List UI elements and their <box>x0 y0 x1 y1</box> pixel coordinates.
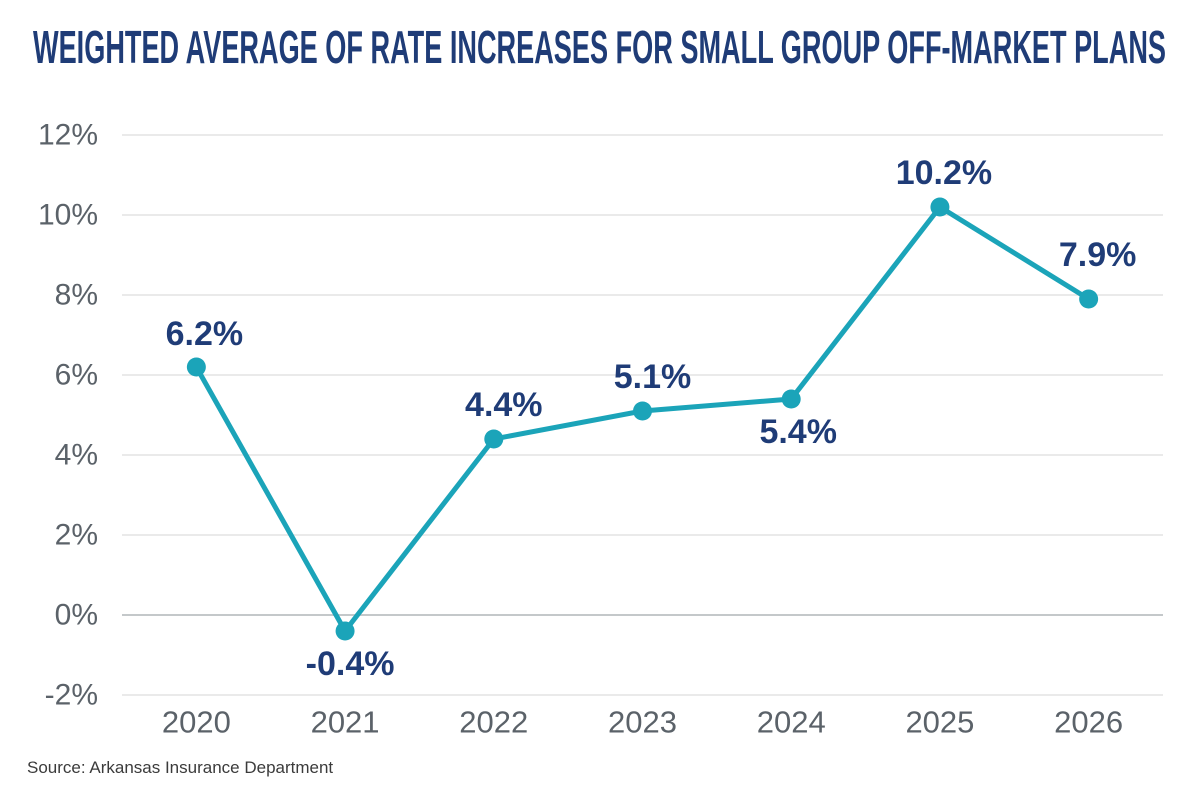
series-line-group <box>186 197 1099 641</box>
y-axis-label: 12% <box>38 119 98 152</box>
chart-title: WEIGHTED AVERAGE OF RATE INCREASES FOR S… <box>33 21 1166 73</box>
data-point <box>484 429 504 449</box>
y-axis-label: -2% <box>45 679 98 712</box>
x-axis-label: 2025 <box>905 705 974 740</box>
data-point <box>1079 289 1099 309</box>
gridlines <box>122 134 1163 696</box>
data-point <box>186 357 206 377</box>
data-point <box>930 197 950 217</box>
x-axis-label: 2021 <box>311 705 380 740</box>
y-axis-label: 6% <box>55 359 98 392</box>
source-caption: Source: Arkansas Insurance Department <box>27 758 334 777</box>
y-axis-label: 4% <box>55 439 98 472</box>
data-point-label: 4.4% <box>465 386 543 424</box>
data-point <box>781 389 801 409</box>
x-axis-label: 2026 <box>1054 705 1123 740</box>
data-point-label: 5.4% <box>759 413 837 451</box>
data-point-labels: 6.2% -0.4% 4.4% 5.1% 5.4% 10.2% 7.9% <box>166 154 1137 683</box>
data-point-label: 10.2% <box>896 154 992 192</box>
data-point-label: -0.4% <box>306 645 395 683</box>
y-axis-label: 10% <box>38 199 98 232</box>
data-point-label: 7.9% <box>1059 236 1137 274</box>
x-axis-tick-labels: 2020 2021 2022 2023 2024 2025 2026 <box>162 705 1123 740</box>
y-axis-label: 0% <box>55 599 98 632</box>
y-axis-tick-labels: 12% 10% 8% 6% 4% 2% 0% -2% <box>38 119 98 712</box>
x-axis-label: 2024 <box>757 705 826 740</box>
x-axis-label: 2023 <box>608 705 677 740</box>
y-axis-label: 2% <box>55 519 98 552</box>
x-axis-label: 2020 <box>162 705 231 740</box>
y-axis-label: 8% <box>55 279 98 312</box>
x-axis-label: 2022 <box>459 705 528 740</box>
data-point-label: 6.2% <box>166 315 244 353</box>
data-point <box>335 621 355 641</box>
data-point <box>633 401 652 421</box>
data-point-label: 5.1% <box>614 358 692 396</box>
